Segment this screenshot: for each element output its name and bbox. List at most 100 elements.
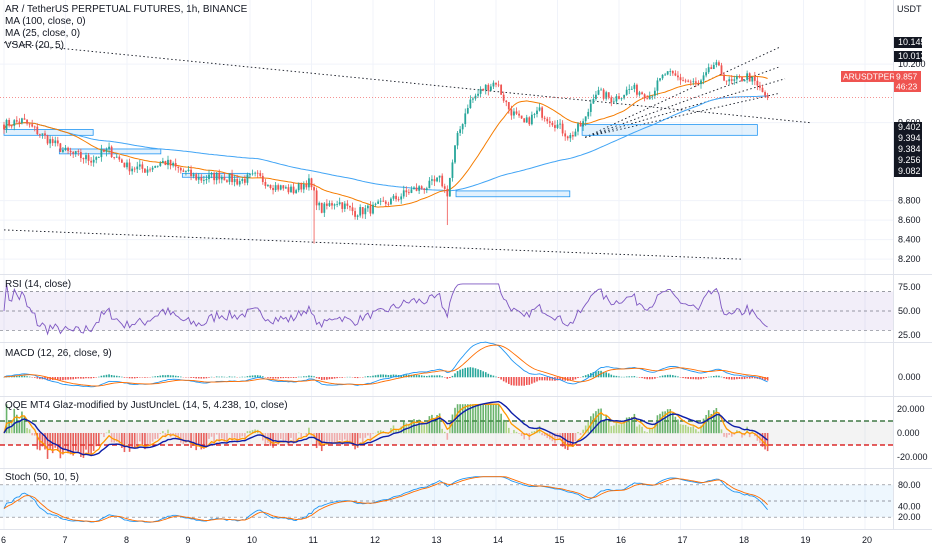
candle-body (349, 206, 351, 207)
qqe-histogram-bar (354, 433, 356, 449)
qqe-pane-label[interactable]: QQE MT4 Glaz-modified by JustUncleL (14,… (5, 400, 288, 411)
qqe-histogram-bar (595, 411, 597, 433)
candle-body (3, 125, 5, 130)
last-price-tag: 9.857 (896, 72, 918, 82)
qqe-histogram-bar (298, 433, 300, 434)
macd-histogram-bar (739, 377, 741, 379)
candle-body (516, 111, 518, 113)
candle-body (208, 175, 210, 179)
macd-histogram-bar (85, 377, 87, 378)
candle-body (159, 163, 161, 166)
macd-histogram-bar (83, 377, 85, 379)
rsi-pane-label[interactable]: RSI (14, close) (5, 279, 71, 290)
macd-histogram-bar (162, 375, 164, 377)
macd-histogram-bar (103, 375, 105, 377)
candle-body (326, 204, 328, 206)
candle-body (141, 164, 143, 168)
macd-histogram-bar (605, 372, 607, 377)
macd-histogram-bar (664, 375, 666, 377)
candle-body (367, 206, 369, 209)
qqe-histogram-bar (149, 433, 151, 445)
price-axis[interactable]: USDT (897, 4, 922, 14)
macd-histogram-bar (311, 376, 313, 378)
qqe-histogram-bar (26, 428, 28, 433)
candle-body (692, 81, 694, 82)
macd-histogram-bar (334, 377, 336, 379)
macd-pane-label[interactable]: MACD (12, 26, close, 9) (5, 348, 112, 359)
candle-body (739, 76, 741, 77)
macd-histogram-bar (734, 377, 736, 380)
macd-histogram-bar (698, 377, 700, 379)
qqe-histogram-bar (142, 433, 144, 446)
macd-histogram-bar (751, 377, 753, 378)
indicator-ma100-label[interactable]: MA (100, close, 0) (5, 16, 86, 27)
qqe-histogram-bar (308, 428, 310, 434)
macd-histogram-bar (598, 371, 600, 377)
macd-histogram-bar (439, 375, 441, 377)
macd-histogram-bar (429, 376, 431, 378)
macd-histogram-bar (721, 377, 723, 378)
candle-body (733, 79, 735, 80)
candle-body (595, 95, 597, 99)
macd-histogram-bar (426, 376, 428, 377)
qqe-histogram-bar (113, 433, 115, 443)
indicator-ma25-label[interactable]: MA (25, close, 0) (5, 28, 80, 39)
qqe-histogram-bar (234, 433, 236, 438)
qqe-histogram-bar (65, 433, 67, 450)
macd-histogram-bar (434, 375, 436, 377)
qqe-histogram-bar (285, 433, 287, 440)
candle-body (469, 100, 471, 108)
candle-body (498, 85, 500, 86)
macd-histogram-bar (611, 375, 613, 378)
macd-histogram-bar (172, 375, 174, 377)
stoch-pane-label[interactable]: Stoch (50, 10, 5) (5, 472, 79, 483)
candle-body (651, 96, 653, 97)
macd-histogram-bar (534, 377, 536, 383)
macd-histogram-bar (516, 377, 518, 386)
indicator-vsar-label[interactable]: VSAR (20, 5) (5, 40, 64, 51)
qqe-histogram-bar (195, 433, 197, 450)
time-tick-label: 10 (247, 535, 257, 545)
candle-body (311, 178, 313, 187)
qqe-histogram-bar (682, 425, 684, 433)
macd-histogram-bar (744, 377, 746, 379)
qqe-histogram-bar (62, 433, 64, 454)
qqe-histogram-bar (616, 422, 618, 434)
macd-histogram-bar (242, 377, 244, 378)
candle-body (267, 185, 269, 186)
qqe-histogram-bar (60, 433, 62, 458)
macd-histogram-bar (70, 377, 72, 379)
price-tick-label: 8.800 (898, 196, 921, 206)
qqe-histogram-bar (47, 433, 49, 459)
qqe-histogram-bar (290, 433, 292, 438)
macd-histogram-bar (708, 377, 710, 378)
qqe-histogram-bar (21, 412, 23, 434)
candle-body (321, 203, 323, 213)
qqe-histogram-bar (500, 414, 502, 434)
candle-body (598, 90, 600, 95)
candle-body (521, 116, 523, 119)
macd-histogram-bar (613, 376, 615, 378)
macd-histogram-bar (293, 377, 295, 378)
candle-body (300, 183, 302, 189)
macd-histogram-bar (306, 376, 308, 377)
macd-histogram-bar (111, 375, 113, 377)
macd-histogram-bar (616, 376, 618, 377)
macd-histogram-bar (505, 377, 507, 383)
candle-body (385, 202, 387, 204)
macd-histogram-bar (121, 377, 123, 378)
macd-histogram-bar (208, 377, 210, 378)
macd-histogram-bar (277, 377, 279, 379)
qqe-histogram-bar (152, 433, 154, 442)
candle-body (680, 77, 682, 80)
qqe-histogram-bar (334, 433, 336, 442)
macd-histogram-bar (736, 377, 738, 379)
candle-body (334, 204, 336, 205)
candle-body (495, 83, 497, 85)
qqe-histogram-bar (75, 433, 77, 451)
candle-body (13, 120, 15, 126)
candle-body (341, 202, 343, 209)
candle-body (411, 189, 413, 193)
candle-body (459, 129, 461, 133)
